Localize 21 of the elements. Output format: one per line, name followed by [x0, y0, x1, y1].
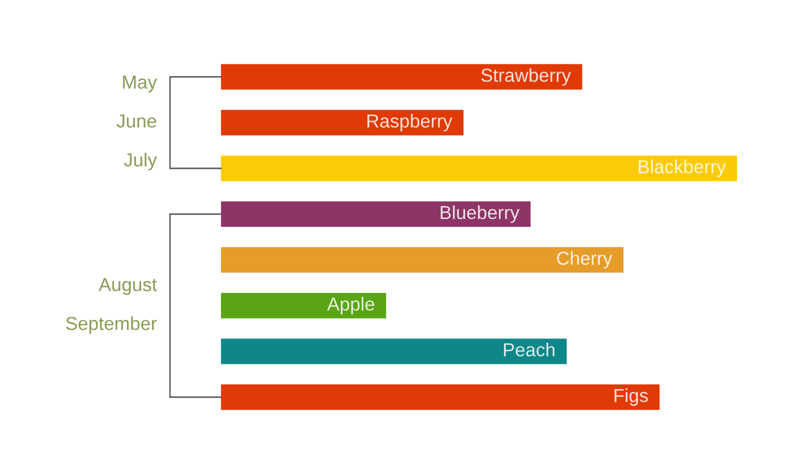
text: July: [124, 152, 157, 170]
y-tick-label: Raspberry: [367, 114, 452, 132]
y-tick-label: Strawberry: [481, 68, 572, 86]
y-tick-label: Blueberry: [440, 205, 520, 223]
bar: [221, 384, 660, 410]
bar: [221, 64, 582, 90]
y-tick-label: Apple: [327, 296, 374, 314]
bar: [221, 338, 567, 364]
bar: [221, 247, 624, 273]
bar: [221, 110, 464, 136]
y-tick-label: Figs: [614, 388, 648, 406]
bar: [221, 156, 737, 182]
text: August: [98, 278, 157, 295]
bar: [221, 292, 386, 318]
y-tick-label: Blackberry: [638, 160, 726, 178]
text: May: [123, 76, 157, 92]
y-tick-label: Peach: [504, 342, 554, 356]
text: June: [116, 114, 156, 128]
y-tick-label: Cherry: [557, 251, 612, 269]
text: September: [66, 316, 157, 334]
bar: [221, 201, 531, 227]
